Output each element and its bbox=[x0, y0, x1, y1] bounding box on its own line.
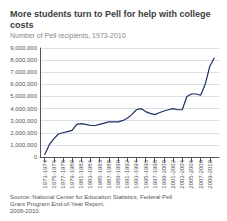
svg-text:2007-2008: 2007-2008 bbox=[198, 159, 204, 188]
svg-text:6,000,000: 6,000,000 bbox=[10, 81, 37, 87]
svg-text:9,000,000: 9,000,000 bbox=[10, 45, 37, 51]
svg-text:Number of Pell recipients, 197: Number of Pell recipients, 1973-2010 bbox=[10, 32, 126, 40]
svg-text:1979-1980: 1979-1980 bbox=[69, 159, 75, 188]
svg-text:1983-1984: 1983-1984 bbox=[87, 159, 93, 188]
svg-text:7,000,000: 7,000,000 bbox=[10, 69, 37, 75]
svg-text:1985-1986: 1985-1986 bbox=[97, 159, 103, 188]
svg-text:2009-2010.: 2009-2010. bbox=[10, 208, 41, 214]
svg-text:Source: National Center for Ed: Source: National Center for Education St… bbox=[10, 194, 174, 200]
svg-text:2005-2006: 2005-2006 bbox=[188, 159, 194, 188]
svg-text:2,000,000: 2,000,000 bbox=[10, 130, 37, 136]
svg-text:1973-1974: 1973-1974 bbox=[42, 159, 48, 188]
svg-text:0: 0 bbox=[34, 154, 38, 160]
svg-text:Grant Program End-of-Year Repo: Grant Program End-of-Year Report, bbox=[10, 201, 105, 207]
svg-text:2001-2002: 2001-2002 bbox=[170, 159, 176, 188]
svg-text:1997-1998: 1997-1998 bbox=[152, 159, 158, 188]
svg-text:1999-2000: 1999-2000 bbox=[161, 159, 167, 188]
svg-text:1,000,000: 1,000,000 bbox=[10, 142, 37, 148]
svg-text:3,000,000: 3,000,000 bbox=[10, 118, 37, 124]
svg-text:1995-1996: 1995-1996 bbox=[143, 159, 149, 188]
svg-text:1981-1982: 1981-1982 bbox=[78, 159, 84, 188]
svg-text:More students turn to Pell for: More students turn to Pell for help with… bbox=[10, 9, 213, 19]
svg-text:costs: costs bbox=[10, 20, 34, 30]
svg-text:1987-1988: 1987-1988 bbox=[106, 159, 112, 188]
svg-text:8,000,000: 8,000,000 bbox=[10, 57, 37, 63]
svg-text:2009-2010: 2009-2010 bbox=[207, 159, 213, 188]
svg-text:1991-1992: 1991-1992 bbox=[124, 159, 130, 188]
svg-text:5,000,000: 5,000,000 bbox=[10, 93, 37, 99]
svg-text:1975-1976: 1975-1976 bbox=[51, 159, 57, 188]
svg-text:2003-2004: 2003-2004 bbox=[179, 159, 185, 188]
svg-text:1977-1978: 1977-1978 bbox=[60, 159, 66, 188]
svg-text:1993-1994: 1993-1994 bbox=[133, 159, 139, 188]
svg-text:1989-1990: 1989-1990 bbox=[115, 159, 121, 188]
svg-text:4,000,000: 4,000,000 bbox=[10, 106, 37, 112]
